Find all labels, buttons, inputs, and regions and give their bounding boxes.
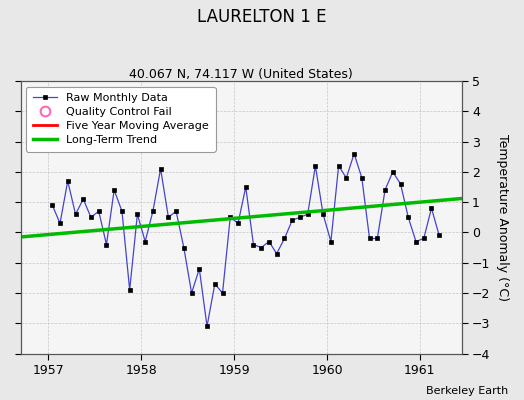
Raw Monthly Data <box>134 212 140 217</box>
Text: Berkeley Earth: Berkeley Earth <box>426 386 508 396</box>
Raw Monthly Data <box>436 233 442 238</box>
Raw Monthly Data <box>49 203 56 208</box>
Raw Monthly Data <box>428 206 434 211</box>
Legend: Raw Monthly Data, Quality Control Fail, Five Year Moving Average, Long-Term Tren: Raw Monthly Data, Quality Control Fail, … <box>26 86 215 152</box>
Raw Monthly Data <box>351 151 357 156</box>
Raw Monthly Data <box>173 209 179 214</box>
Raw Monthly Data <box>204 324 210 329</box>
Title: 40.067 N, 74.117 W (United States): 40.067 N, 74.117 W (United States) <box>129 68 353 81</box>
Text: LAURELTON 1 E: LAURELTON 1 E <box>197 8 327 26</box>
Raw Monthly Data <box>335 164 342 168</box>
Raw Monthly Data <box>165 215 171 220</box>
Raw Monthly Data <box>312 164 319 168</box>
Y-axis label: Temperature Anomaly (°C): Temperature Anomaly (°C) <box>496 134 509 301</box>
Line: Raw Monthly Data: Raw Monthly Data <box>50 152 441 328</box>
